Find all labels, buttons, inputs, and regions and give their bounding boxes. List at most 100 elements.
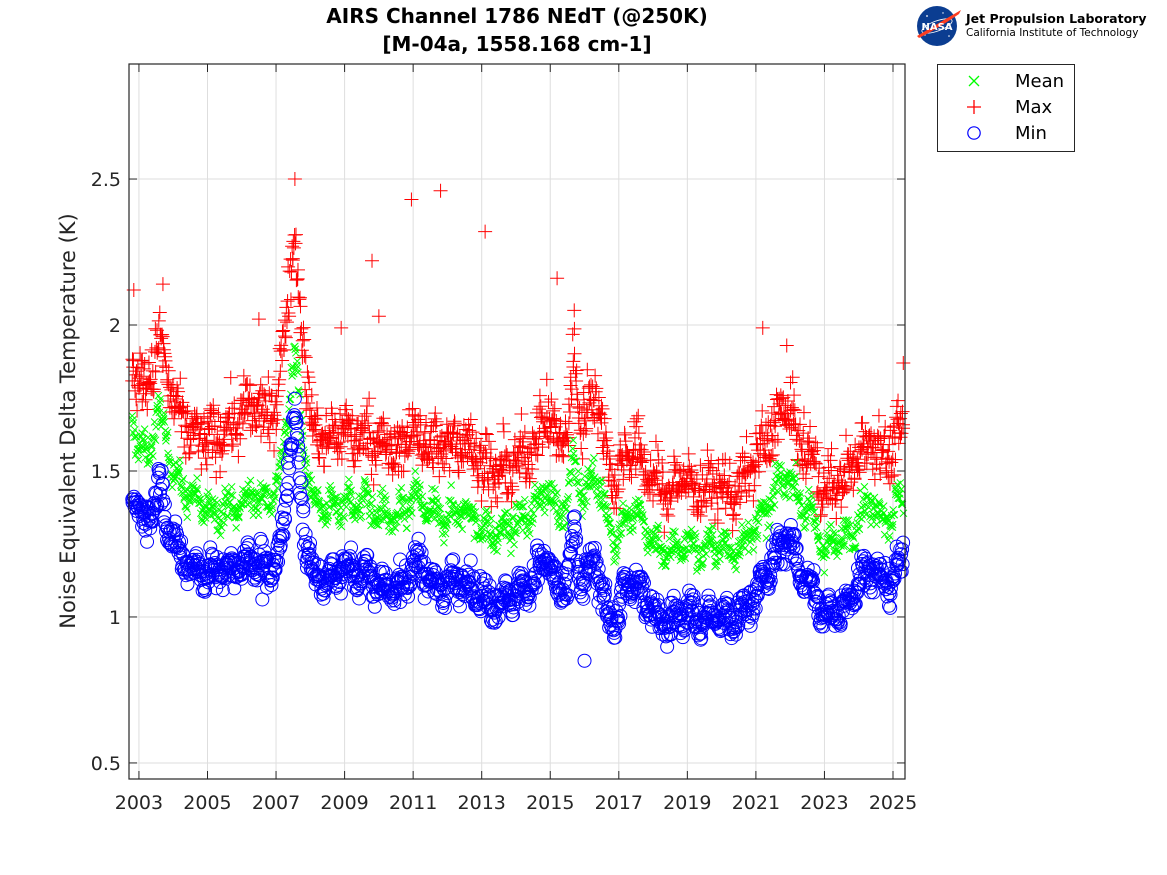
max-point xyxy=(305,415,320,430)
min-point xyxy=(763,573,778,588)
max-point xyxy=(895,404,910,419)
min-point xyxy=(397,587,412,602)
min-point xyxy=(604,612,619,627)
mean-point xyxy=(281,426,290,435)
plus-marker-icon xyxy=(967,100,981,114)
max-point xyxy=(429,414,444,429)
max-point xyxy=(852,465,867,480)
legend-item-mean[interactable]: Mean xyxy=(938,69,1074,95)
max-point xyxy=(599,452,614,467)
mean-point xyxy=(614,535,623,543)
min-point xyxy=(848,597,863,612)
min-point xyxy=(280,455,295,470)
max-point xyxy=(135,394,150,409)
max-point xyxy=(347,459,362,474)
mean-point xyxy=(751,527,759,536)
mean-point xyxy=(654,521,663,530)
mean-point xyxy=(820,568,829,577)
mean-point xyxy=(458,525,467,534)
min-point xyxy=(693,626,708,641)
max-point xyxy=(482,434,497,449)
mean-point xyxy=(300,448,308,457)
min-point xyxy=(271,554,286,569)
max-point xyxy=(302,375,317,390)
mean-point xyxy=(361,478,369,486)
min-point xyxy=(412,542,427,557)
max-point xyxy=(590,426,605,441)
max-point xyxy=(314,427,329,442)
mean-point xyxy=(129,419,138,427)
min-point xyxy=(367,599,382,614)
mean-point xyxy=(636,501,645,510)
max-point xyxy=(365,450,380,465)
min-point xyxy=(783,517,798,532)
mean-point xyxy=(691,532,700,541)
max-point xyxy=(370,425,385,440)
min-point xyxy=(677,623,692,638)
min-point xyxy=(276,528,291,543)
max-point xyxy=(478,224,493,239)
legend-item-min[interactable]: Min xyxy=(938,121,1074,147)
mean-point xyxy=(503,508,512,516)
mean-point xyxy=(534,484,542,493)
max-point xyxy=(517,424,532,439)
max-point xyxy=(664,491,679,506)
max-point xyxy=(839,428,854,443)
max-point xyxy=(611,482,626,497)
max-point xyxy=(235,416,250,431)
max-point xyxy=(226,437,241,452)
max-point xyxy=(488,490,503,505)
mean-point xyxy=(671,528,679,536)
mean-point xyxy=(337,522,346,531)
max-point xyxy=(240,377,255,392)
min-point xyxy=(567,519,582,534)
legend[interactable]: Mean Max Min xyxy=(937,64,1075,152)
x-tick-label: 2013 xyxy=(458,792,506,814)
mean-point xyxy=(456,512,465,521)
min-point xyxy=(296,504,311,519)
mean-point xyxy=(827,520,835,529)
mean-point xyxy=(197,494,205,503)
mean-point xyxy=(351,515,359,524)
max-point xyxy=(618,434,633,449)
mean-point xyxy=(735,551,744,560)
min-point xyxy=(574,582,589,597)
mean-point xyxy=(314,485,322,494)
min-point xyxy=(740,615,755,630)
max-point xyxy=(405,401,420,416)
mean-point xyxy=(196,499,205,508)
mean-point xyxy=(722,528,731,537)
legend-item-max[interactable]: Max xyxy=(938,95,1074,121)
mean-point xyxy=(894,494,903,502)
max-point xyxy=(297,348,312,363)
max-point xyxy=(686,489,701,504)
max-point xyxy=(693,508,708,523)
mean-point xyxy=(572,473,580,482)
max-point xyxy=(308,412,323,427)
mean-point xyxy=(268,503,277,512)
max-point xyxy=(742,483,757,498)
mean-point xyxy=(751,525,760,534)
mean-point xyxy=(224,512,232,521)
chart-title-line1: AIRS Channel 1786 NEdT (@250K) xyxy=(326,4,708,28)
mean-point xyxy=(872,520,881,529)
mean-point xyxy=(494,538,502,547)
min-point xyxy=(786,526,801,541)
min-point xyxy=(293,490,308,505)
mean-point xyxy=(867,498,876,507)
mean-point xyxy=(436,504,445,513)
mean-point xyxy=(706,535,714,544)
max-point xyxy=(272,372,287,387)
mean-point xyxy=(403,524,411,533)
max-point xyxy=(410,424,425,439)
max-point xyxy=(304,387,319,402)
max-point xyxy=(646,493,661,508)
min-point xyxy=(302,546,317,561)
max-point xyxy=(433,183,448,198)
max-point xyxy=(339,398,354,413)
mean-point xyxy=(790,482,799,491)
min-point xyxy=(741,593,756,608)
mean-point xyxy=(587,466,596,475)
mean-point xyxy=(737,542,745,551)
mean-point xyxy=(420,510,429,518)
